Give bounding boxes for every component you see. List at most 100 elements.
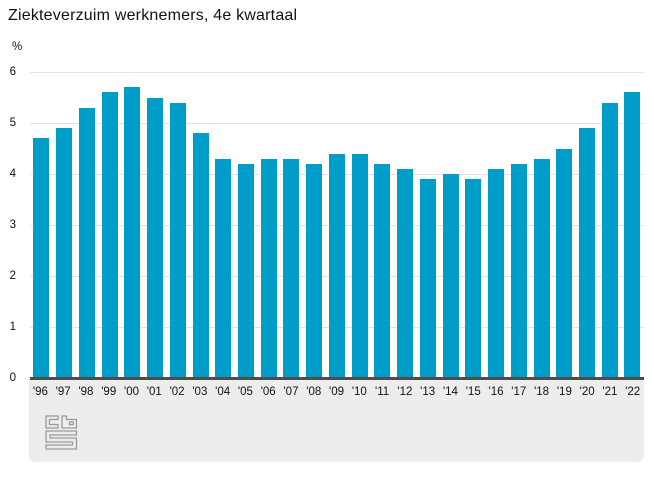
bar-11[interactable] [374, 163, 391, 378]
gridline [30, 72, 644, 73]
bar-12[interactable] [397, 168, 414, 378]
plot-area [30, 72, 644, 380]
bar-16[interactable] [488, 168, 505, 378]
x-axis-tick-label: '08 [306, 386, 322, 398]
bar-slot [553, 72, 576, 378]
y-axis-tick-label: 2 [9, 270, 16, 282]
x-axis-tick-label: '02 [169, 386, 185, 398]
x-axis-tick-label: '16 [488, 386, 504, 398]
y-axis-tick-label: 1 [9, 321, 16, 333]
x-axis-tick-label: '21 [602, 386, 618, 398]
bar-slot [98, 72, 121, 378]
y-axis-unit-label: % [12, 41, 23, 53]
x-axis-tick-label: '17 [511, 386, 527, 398]
bar-slot [189, 72, 212, 378]
bar-slot [371, 72, 394, 378]
chart-title: Ziekteverzuim werknemers, 4e kwartaal [8, 7, 298, 24]
bar-09[interactable] [328, 153, 345, 378]
x-axis-tick-label: '09 [329, 386, 345, 398]
bar-02[interactable] [169, 102, 186, 378]
bar-18[interactable] [533, 158, 550, 378]
chart-footer: '96 '97 '98 '99 '00 '01 '02 '03 '04 '05 '06 '07 '08 '… [29, 379, 644, 462]
bar-slot [75, 72, 98, 378]
bar-96[interactable] [33, 138, 50, 378]
x-axis-tick-label: '99 [101, 386, 117, 398]
bar-slot [416, 72, 439, 378]
y-axis-tick-label: 3 [9, 219, 16, 231]
x-axis-tick-label: '11 [375, 386, 390, 398]
gridline [30, 123, 644, 124]
x-axis-tick-label: '03 [192, 386, 208, 398]
x-axis-tick-label: '00 [124, 386, 140, 398]
x-axis-tick-label: '12 [397, 386, 413, 398]
bar-99[interactable] [101, 92, 118, 378]
bar-slot [53, 72, 76, 378]
bar-19[interactable] [556, 148, 573, 378]
bar-03[interactable] [192, 133, 209, 378]
bar-slot [144, 72, 167, 378]
bar-05[interactable] [237, 163, 254, 378]
x-axis-tick-label: '05 [237, 386, 253, 398]
y-axis-ticks: 6 5 4 3 2 1 0 [0, 66, 18, 384]
y-axis-tick-label: 0 [9, 372, 16, 384]
bar-slot [530, 72, 553, 378]
bar-06[interactable] [260, 158, 277, 378]
bar-17[interactable] [510, 163, 527, 378]
bar-04[interactable] [215, 158, 232, 378]
x-axis-line [30, 377, 644, 380]
bar-slot [439, 72, 462, 378]
x-axis-labels: '96 '97 '98 '99 '00 '01 '02 '03 '04 '05 '06 '07 '08 '… [29, 379, 644, 398]
bar-07[interactable] [283, 158, 300, 378]
bar-slot [326, 72, 349, 378]
bar-slot [212, 72, 235, 378]
x-axis-tick-label: '18 [534, 386, 550, 398]
bar-slot [280, 72, 303, 378]
x-axis-tick-label: '13 [420, 386, 436, 398]
bars-container [30, 72, 644, 378]
bar-slot [166, 72, 189, 378]
x-axis-tick-label: '98 [78, 386, 94, 398]
bar-00[interactable] [124, 87, 141, 378]
cbs-logo-icon [45, 415, 78, 450]
x-axis-tick-label: '97 [55, 386, 71, 398]
x-axis-tick-label: '04 [215, 386, 231, 398]
x-axis-tick-label: '96 [32, 386, 48, 398]
bar-20[interactable] [578, 128, 595, 378]
bar-slot [30, 72, 53, 378]
bar-10[interactable] [351, 153, 368, 378]
bar-slot [462, 72, 485, 378]
bar-14[interactable] [442, 174, 459, 378]
bar-01[interactable] [147, 97, 164, 378]
x-axis-tick-label: '22 [625, 386, 641, 398]
bar-slot [394, 72, 417, 378]
x-axis-tick-label: '14 [442, 386, 458, 398]
x-axis-tick-label: '19 [556, 386, 572, 398]
x-axis-tick-label: '20 [579, 386, 595, 398]
y-axis-tick-label: 6 [9, 66, 16, 78]
bar-15[interactable] [465, 179, 482, 378]
bar-21[interactable] [601, 102, 618, 378]
bar-slot [121, 72, 144, 378]
bar-slot [485, 72, 508, 378]
bar-97[interactable] [56, 128, 73, 378]
bar-slot [621, 72, 644, 378]
bar-slot [348, 72, 371, 378]
bar-08[interactable] [306, 163, 323, 378]
x-axis-tick-label: '07 [283, 386, 299, 398]
x-axis-tick-label: '06 [260, 386, 276, 398]
x-axis-tick-label: '10 [351, 386, 367, 398]
bar-13[interactable] [419, 179, 436, 378]
y-axis-tick-label: 4 [9, 168, 16, 180]
bar-22[interactable] [624, 92, 641, 378]
bar-98[interactable] [78, 107, 95, 378]
bar-slot [303, 72, 326, 378]
bar-slot [235, 72, 258, 378]
bar-slot [257, 72, 280, 378]
x-axis-tick-label: '15 [465, 386, 481, 398]
x-axis-tick-label: '01 [146, 386, 162, 398]
bar-slot [576, 72, 599, 378]
bar-slot [598, 72, 621, 378]
y-axis-tick-label: 5 [9, 117, 16, 129]
bar-slot [507, 72, 530, 378]
